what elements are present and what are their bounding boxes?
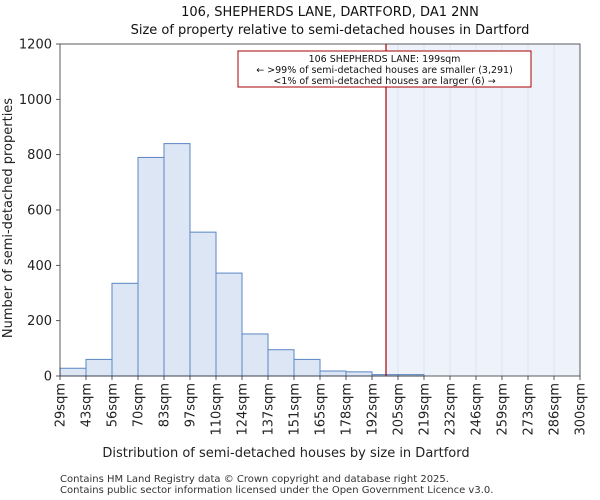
x-tick-label-273sqm: 273sqm bbox=[522, 383, 537, 436]
chart-subtitle: Size of property relative to semi-detach… bbox=[131, 23, 530, 38]
highlight-region-rect bbox=[386, 44, 580, 376]
x-tick-label-178sqm: 178sqm bbox=[340, 383, 355, 436]
bar-165sqm bbox=[319, 370, 347, 377]
y-tick-label-1200: 1200 bbox=[19, 38, 52, 53]
x-tick-label-219sqm: 219sqm bbox=[418, 383, 433, 436]
x-tick-label-165sqm: 165sqm bbox=[314, 383, 329, 436]
x-tick-label-300sqm: 300sqm bbox=[574, 383, 589, 436]
y-tick-label-200: 200 bbox=[27, 314, 52, 329]
larger-houses-region bbox=[386, 44, 580, 376]
x-tick-label-97sqm: 97sqm bbox=[184, 383, 199, 427]
chart-title: 106, SHEPHERDS LANE, DARTFORD, DA1 2NN bbox=[181, 5, 479, 20]
x-tick-label-259sqm: 259sqm bbox=[496, 383, 511, 436]
y-axis-label: Number of semi-detached properties bbox=[1, 98, 16, 338]
annotation-line-1: 106 SHEPHERDS LANE: 199sqm bbox=[309, 54, 461, 65]
bar-124sqm bbox=[241, 333, 269, 377]
bars bbox=[59, 143, 425, 377]
x-tick-label-151sqm: 151sqm bbox=[288, 383, 303, 436]
x-tick-label-246sqm: 246sqm bbox=[470, 383, 485, 436]
annotation-box: 106 SHEPHERDS LANE: 199sqm ← >99% of sem… bbox=[237, 50, 532, 88]
annotation-line-2: ← >99% of semi-detached houses are small… bbox=[256, 65, 513, 76]
bar-151sqm bbox=[293, 358, 321, 377]
footer-line-1: Contains HM Land Registry data © Crown c… bbox=[60, 474, 449, 485]
bar-70sqm bbox=[137, 156, 165, 377]
x-tick-label-192sqm: 192sqm bbox=[366, 383, 381, 436]
footer-line-2: Contains public sector information licen… bbox=[60, 485, 493, 496]
bar-137sqm bbox=[267, 349, 295, 377]
bar-178sqm bbox=[345, 371, 373, 377]
y-tick-label-400: 400 bbox=[27, 259, 52, 274]
x-tick-label-29sqm: 29sqm bbox=[54, 383, 69, 427]
x-tick-label-124sqm: 124sqm bbox=[236, 383, 251, 436]
x-tick-label-70sqm: 70sqm bbox=[132, 383, 147, 427]
y-tick-label-1000: 1000 bbox=[19, 93, 52, 108]
y-tick-label-800: 800 bbox=[27, 148, 52, 163]
x-tick-label-83sqm: 83sqm bbox=[158, 383, 173, 427]
x-tick-label-110sqm: 110sqm bbox=[210, 383, 225, 436]
x-axis: 29sqm 43sqm 56sqm 70sqm 83sqm 97sqm 110sqm 124s… bbox=[54, 376, 589, 436]
y-axis: 0 200 400 600 800 1000 1200 bbox=[19, 38, 60, 385]
x-tick-label-43sqm: 43sqm bbox=[80, 383, 95, 427]
annotation-border bbox=[237, 50, 532, 88]
bar-83sqm bbox=[163, 143, 191, 377]
x-tick-label-286sqm: 286sqm bbox=[548, 383, 563, 436]
x-tick-label-205sqm: 205sqm bbox=[392, 383, 407, 436]
x-axis-label: Distribution of semi-detached houses by … bbox=[102, 446, 469, 461]
x-tick-label-232sqm: 232sqm bbox=[444, 383, 459, 436]
y-tick-label-600: 600 bbox=[27, 204, 52, 219]
x-tick-label-56sqm: 56sqm bbox=[106, 383, 121, 427]
annotation-line-3: <1% of semi-detached houses are larger (… bbox=[273, 76, 495, 87]
y-tick-label-0: 0 bbox=[44, 370, 52, 385]
bar-110sqm bbox=[215, 272, 243, 377]
bar-29sqm bbox=[59, 367, 87, 377]
bar-56sqm bbox=[111, 282, 139, 377]
bar-43sqm bbox=[85, 358, 113, 377]
bar-97sqm bbox=[189, 231, 217, 377]
x-tick-label-137sqm: 137sqm bbox=[262, 383, 277, 436]
